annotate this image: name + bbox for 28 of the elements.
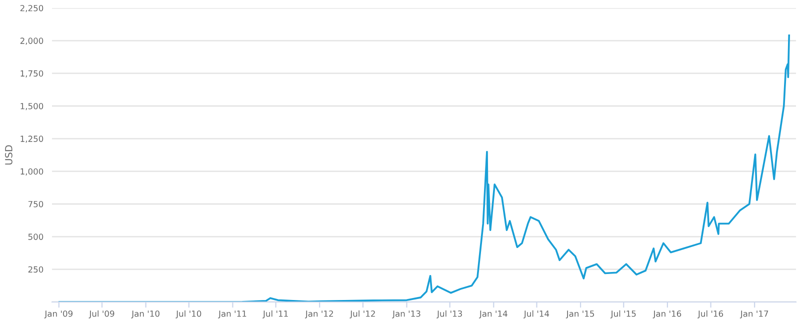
x-tick-label: Jan '15 xyxy=(566,310,594,318)
x-tick-label: Jan '10 xyxy=(131,310,160,318)
x-tick-label: Jul '16 xyxy=(698,310,724,318)
x-tick-label: Jul '13 xyxy=(436,310,462,318)
x-tick-label: Jan '12 xyxy=(304,310,333,318)
y-tick-label: 1,000 xyxy=(20,168,44,176)
y-tick-label: 1,250 xyxy=(20,136,44,143)
x-tick-label: Jul '12 xyxy=(350,310,375,318)
x-tick-label: Jan '09 xyxy=(44,310,73,318)
y-tick-label: 250 xyxy=(28,266,44,273)
x-tick-label: Jan '14 xyxy=(479,310,508,318)
y-axis-title: USD xyxy=(5,145,12,165)
x-tick-label: Jul '15 xyxy=(610,310,636,318)
y-tick-label: 500 xyxy=(28,234,44,240)
line-series xyxy=(58,34,790,302)
x-tick-label: Jan '17 xyxy=(740,310,768,318)
x-tick-label: Jan '11 xyxy=(218,310,246,318)
y-tick-label: 1,500 xyxy=(20,102,44,110)
y-tick-label: 2,250 xyxy=(20,4,44,12)
x-tick-label: Jul '09 xyxy=(88,310,114,318)
x-tick-label: Jan '13 xyxy=(392,310,420,318)
x-tick-label: Jul '14 xyxy=(524,310,550,318)
y-tick-label: 750 xyxy=(28,200,44,208)
y-tick-label: 2,000 xyxy=(20,38,44,45)
y-tick-label: 1,750 xyxy=(20,70,44,78)
x-tick-label: Jul '10 xyxy=(176,310,202,318)
x-tick-label: Jul '11 xyxy=(262,310,288,318)
x-tick-label: Jan '16 xyxy=(652,310,682,318)
